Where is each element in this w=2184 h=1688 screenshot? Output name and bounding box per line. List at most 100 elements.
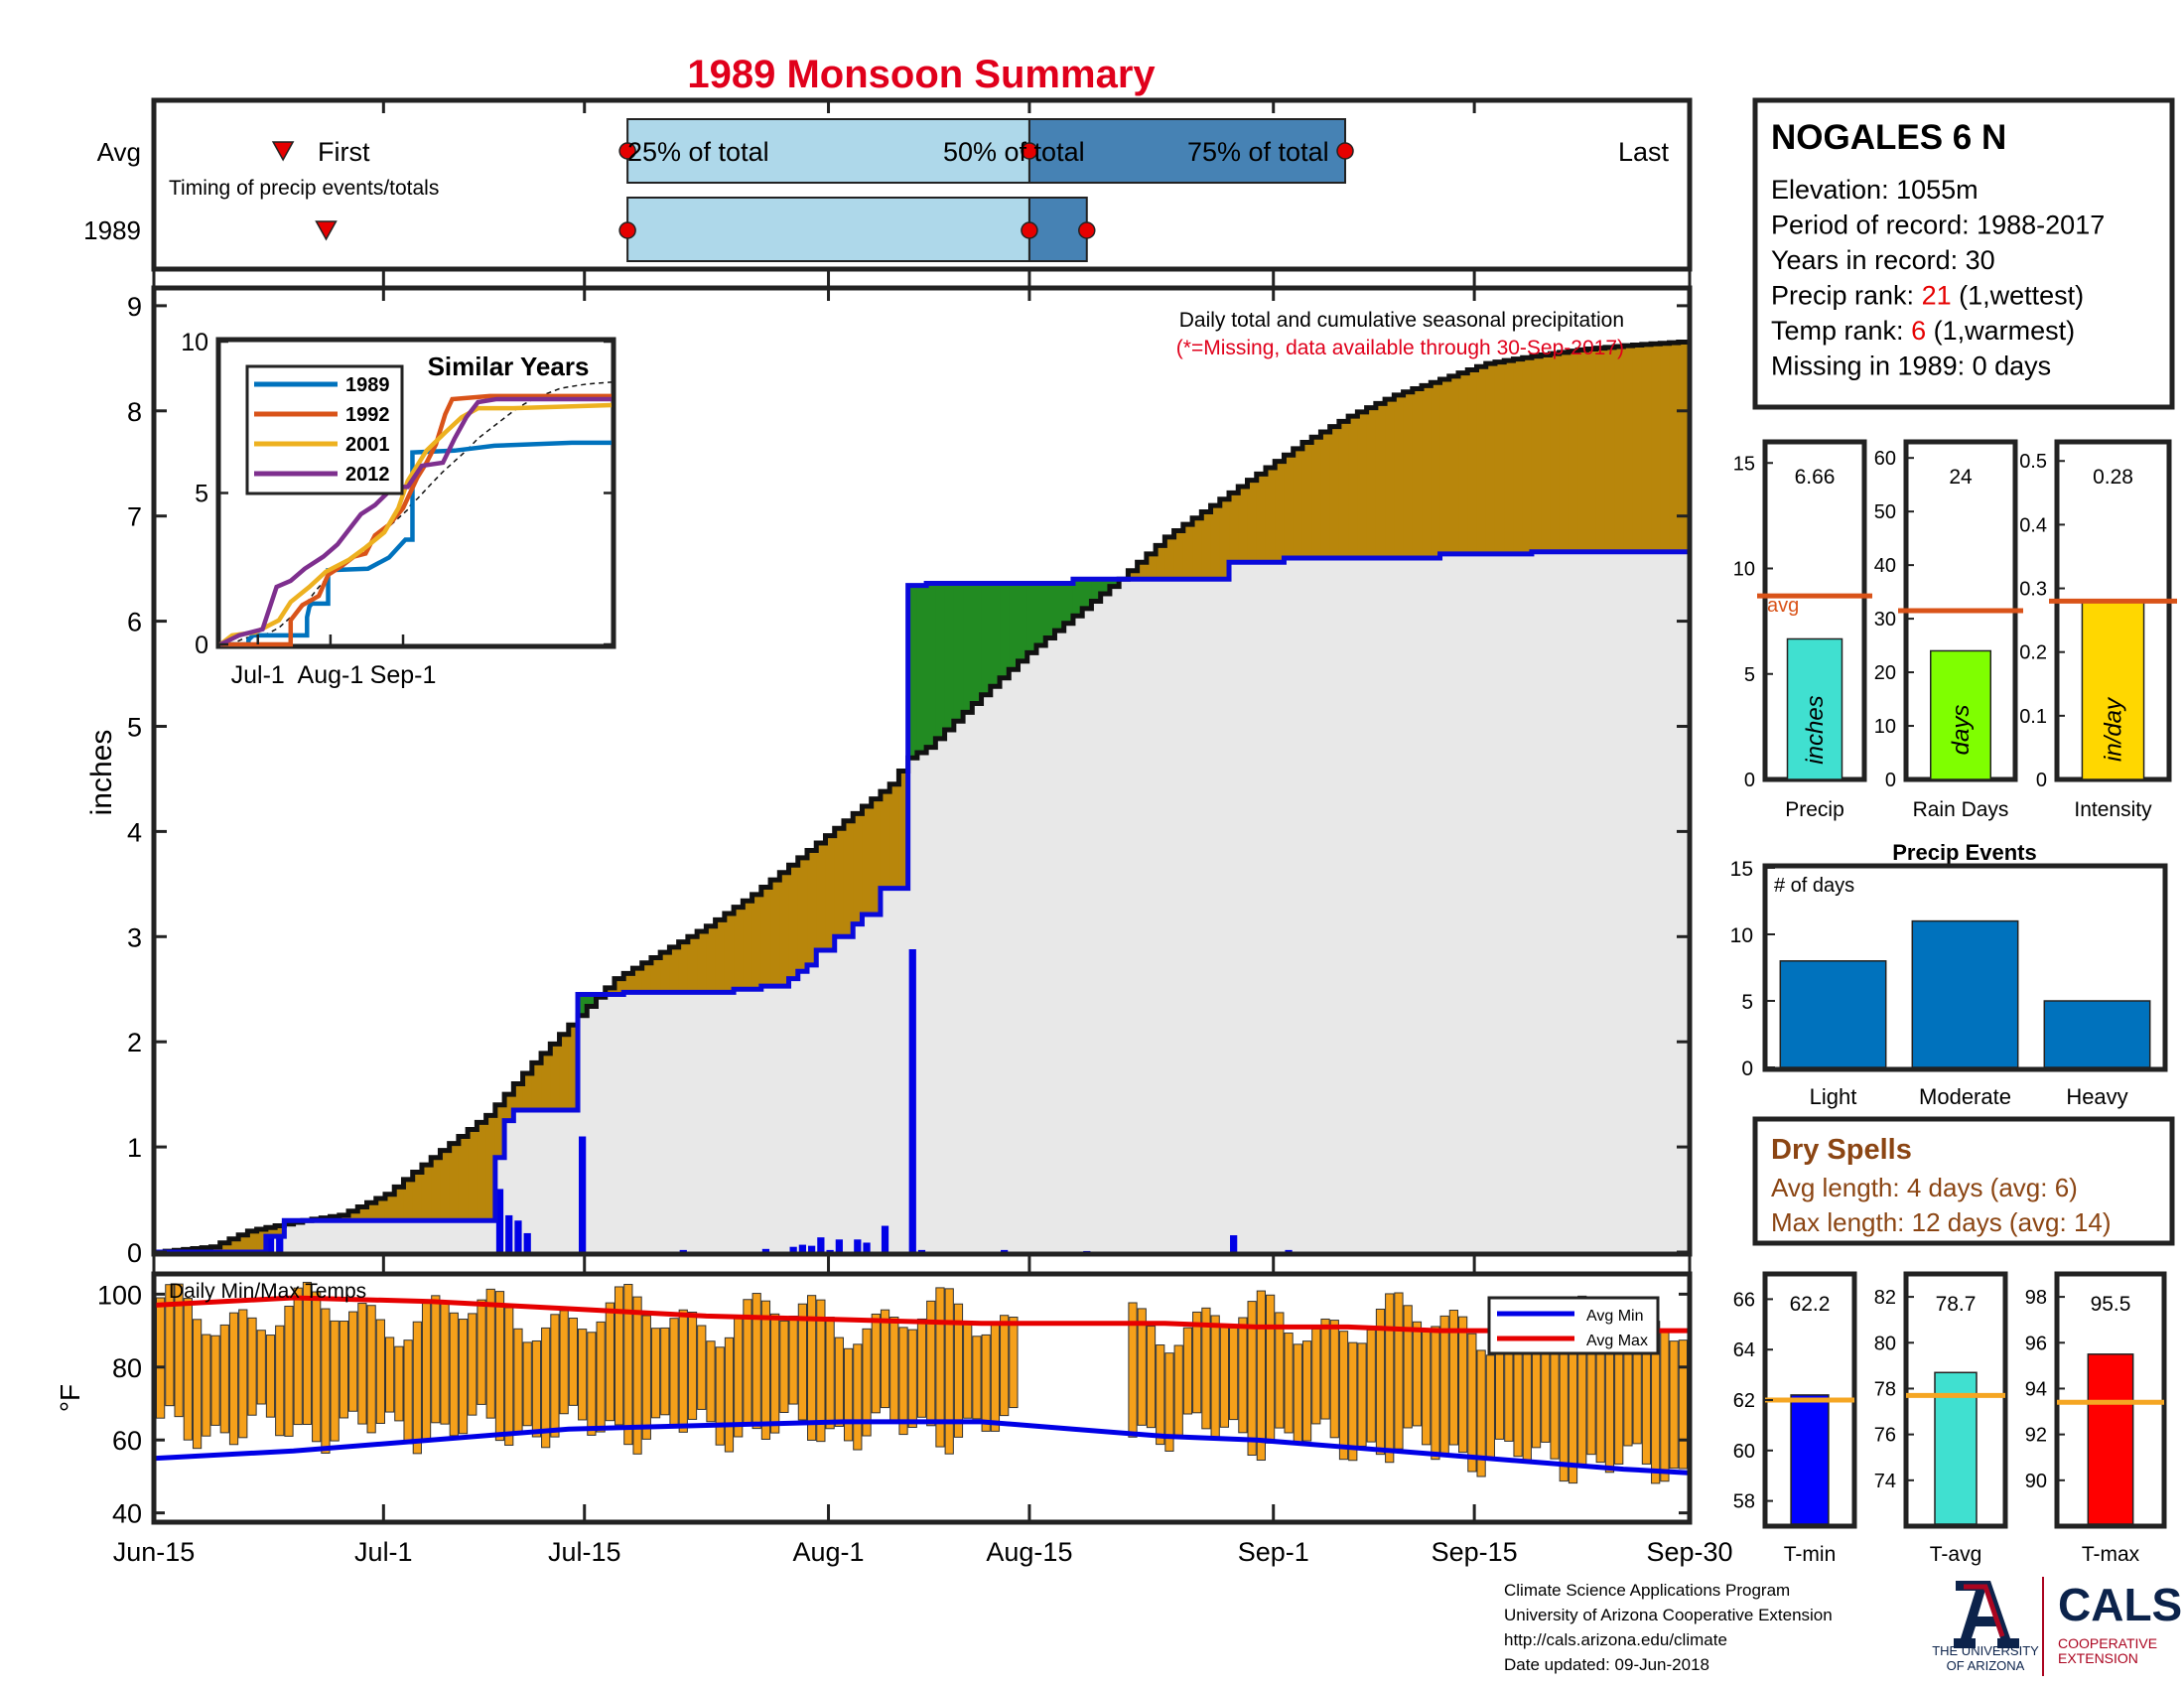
temp-range-bar — [1412, 1321, 1423, 1427]
event-category-label: Moderate — [1919, 1084, 2011, 1109]
daily-precip-bar — [761, 1248, 770, 1252]
inset-y-tick-label: 10 — [181, 329, 208, 356]
temp-range-bar — [513, 1328, 523, 1433]
deficit-segment — [412, 1172, 423, 1221]
temp-range-bar — [494, 1291, 505, 1442]
temp-stat-y-tick-label: 66 — [1733, 1289, 1755, 1311]
stat-value: 0.28 — [2093, 466, 2133, 489]
temp-range-bar — [559, 1310, 569, 1415]
event-y-tick-label: 5 — [1741, 991, 1753, 1014]
temp-range-bar — [605, 1302, 614, 1422]
stat-unit-label: days — [1948, 705, 1975, 756]
deficit-segment — [1623, 346, 1634, 552]
temp-range-bar — [871, 1313, 881, 1414]
temp-range-bar — [981, 1334, 991, 1432]
deficit-segment — [788, 865, 799, 979]
timing-panel: Avg 1989 Timing of precip events/totals … — [83, 97, 2002, 272]
deficit-segment — [440, 1150, 451, 1221]
temp-range-bar — [1201, 1307, 1211, 1430]
temp-range-bar — [247, 1317, 257, 1416]
temp-stat-y-tick-label: 98 — [2025, 1287, 2047, 1309]
temp-range-bar — [1623, 1344, 1633, 1447]
deficit-segment — [468, 1129, 478, 1221]
temp-range-bar — [1448, 1310, 1459, 1446]
temp-range-bar — [1128, 1302, 1138, 1438]
y-tick-label: 3 — [127, 922, 142, 952]
x-tick-label: Jun-15 — [113, 1537, 196, 1567]
temp-range-bar — [357, 1303, 367, 1425]
temp-legend: Avg Min Avg Max — [1487, 1296, 1660, 1355]
temp-range-bar — [807, 1295, 817, 1441]
temp-range-bar — [1247, 1301, 1257, 1456]
temp-stat-label: T-max — [2082, 1543, 2140, 1566]
temp-range-bar — [312, 1291, 322, 1443]
deficit-segment — [1301, 442, 1312, 559]
ua-logo: THE UNIVERSITY OF ARIZONA — [1932, 1581, 2039, 1673]
ua-line-2: OF ARIZONA — [1947, 1658, 2025, 1673]
temp-label: Daily Min/Max Temps — [169, 1280, 366, 1303]
deficit-segment — [678, 941, 689, 993]
deficit-segment — [1164, 536, 1175, 580]
temp-range-bar — [816, 1299, 826, 1443]
station-name: NOGALES 6 N — [1771, 118, 2006, 157]
temp-range-bar — [449, 1312, 459, 1437]
surplus-segment — [1035, 583, 1046, 645]
deficit-segment — [531, 1062, 542, 1111]
temp-range-bar — [219, 1324, 229, 1434]
year-25-50-box — [626, 197, 1030, 262]
temp-stat-bars: 62.2 T-min 58 60 62 64 66 78.7 T-avg 74 76 78 80 82 95… — [1733, 1271, 2167, 1566]
deficit-segment — [1385, 399, 1395, 559]
stat-y-tick-label: 0.1 — [2019, 706, 2047, 728]
temp-range-bar — [568, 1318, 579, 1406]
daily-precip-bar — [276, 1236, 284, 1252]
deficit-segment — [1476, 366, 1487, 554]
event-y-tick-label: 0 — [1741, 1057, 1753, 1080]
ua-line-1: THE UNIVERSITY — [1932, 1643, 2039, 1658]
main-lines — [156, 339, 1691, 1255]
temp-range-bar — [1439, 1315, 1449, 1456]
average-cumulative-line — [156, 339, 1691, 1255]
temp-range-bar — [1320, 1318, 1330, 1420]
deficit-segment — [1595, 348, 1606, 552]
deficit-segment — [1448, 375, 1459, 554]
deficit-segment — [1275, 461, 1286, 563]
temp-range-bar — [715, 1346, 725, 1446]
temp-range-bar — [202, 1334, 211, 1437]
deficit-segment — [1651, 344, 1661, 552]
deficit-segment — [1531, 355, 1542, 552]
temp-line-avg-min — [155, 1419, 1689, 1476]
event-category-label: Light — [1810, 1084, 1857, 1109]
deficit-segment — [641, 962, 652, 993]
temp-stat-bar-t-max — [2087, 1353, 2134, 1525]
deficit-segment — [1568, 351, 1578, 552]
temp-range-bar — [210, 1335, 220, 1426]
temp-range-bar — [1137, 1308, 1147, 1426]
temp-y-tick-label: 100 — [97, 1280, 142, 1310]
temp-stat-value: 95.5 — [2091, 1293, 2131, 1316]
temp-range-bar — [724, 1336, 735, 1453]
daily-precip-bar — [1001, 1249, 1009, 1252]
daily-precip-bar — [854, 1239, 862, 1252]
timing-marks — [271, 118, 2002, 262]
deficit-segment — [1210, 505, 1221, 580]
station-info-line: Temp rank: 6 (1,warmest) — [1771, 316, 2075, 346]
deficit-segment — [541, 1053, 551, 1111]
stat-y-tick-label: 5 — [1744, 664, 1755, 686]
daily-temps-chart: 40 60 80 100 Daily Min/Max Temps °F Avg Min… — [55, 1271, 1693, 1529]
dry-spells-title: Dry Spells — [1771, 1134, 1912, 1166]
deficit-segment — [1192, 517, 1202, 580]
temp-range-bar — [916, 1318, 927, 1418]
deficit-segment — [797, 857, 808, 972]
event-bar-heavy — [2043, 1000, 2151, 1068]
stat-y-tick-label: 0.5 — [2019, 451, 2047, 473]
daily-precip-bar — [514, 1220, 522, 1252]
x-axis-dates: Jun-15 Jul-1 Jul-15 Aug-1 Aug-15 Sep-1 Sep-15 S… — [113, 100, 1733, 1567]
temp-range-bar — [1146, 1326, 1157, 1429]
deficit-segment — [522, 1072, 533, 1111]
temp-range-bar — [330, 1320, 340, 1442]
timing-row-avg-label: Avg — [97, 137, 141, 167]
temp-range-bar — [1660, 1331, 1670, 1482]
deficit-segment — [1431, 382, 1441, 559]
daily-precip-bar — [808, 1245, 816, 1252]
temp-range-bar — [834, 1336, 844, 1427]
